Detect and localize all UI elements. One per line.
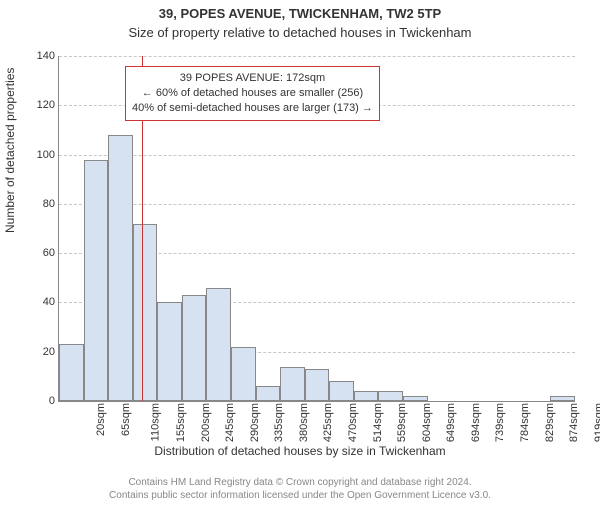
xtick-label: 874sqm [568,403,580,442]
xtick-label: 290sqm [249,403,261,442]
histogram-bar [256,386,281,401]
page-subtitle: Size of property relative to detached ho… [0,25,600,40]
ytick-label: 60 [27,247,55,259]
chart-plot-area: 02040608010012014020sqm65sqm110sqm155sqm… [58,56,575,402]
xtick-label: 200sqm [200,403,212,442]
histogram-bar [354,391,379,401]
xtick-label: 470sqm [347,403,359,442]
xtick-label: 919sqm [593,403,600,442]
histogram-bar [133,224,158,401]
histogram-bar [157,302,182,401]
gridline-h [59,204,575,205]
xtick-label: 784sqm [519,403,531,442]
xtick-label: 20sqm [95,403,107,436]
histogram-bar [305,369,330,401]
histogram-bar [84,160,109,402]
histogram-bar [280,367,305,402]
histogram-bar [231,347,256,401]
footer-line-2: Contains public sector information licen… [0,490,600,503]
gridline-h [59,155,575,156]
x-axis-label: Distribution of detached houses by size … [0,444,600,458]
histogram-bar [329,381,354,401]
xtick-label: 739sqm [495,403,507,442]
xtick-label: 694sqm [470,403,482,442]
xtick-label: 65sqm [120,403,132,436]
ytick-label: 80 [27,198,55,210]
ytick-label: 40 [27,296,55,308]
histogram-bar [550,396,575,401]
xtick-label: 245sqm [224,403,236,442]
ytick-label: 0 [27,395,55,407]
y-axis-label: Number of detached properties [3,68,17,233]
ytick-label: 20 [27,346,55,358]
ytick-label: 140 [27,50,55,62]
histogram-bar [206,288,231,401]
xtick-label: 604sqm [421,403,433,442]
xtick-label: 829sqm [544,403,556,442]
ytick-label: 100 [27,149,55,161]
annotation-line: 40% of semi-detached houses are larger (… [132,101,373,116]
footer-line-1: Contains HM Land Registry data © Crown c… [0,477,600,490]
histogram-bar [108,135,133,401]
xtick-label: 110sqm [150,403,162,441]
xtick-label: 514sqm [372,403,384,442]
xtick-label: 335sqm [273,403,285,442]
annotation-line: 39 POPES AVENUE: 172sqm [132,71,373,86]
xtick-label: 380sqm [298,403,310,442]
ytick-label: 120 [27,99,55,111]
annotation-box: 39 POPES AVENUE: 172sqm← 60% of detached… [125,66,380,121]
annotation-line: ← 60% of detached houses are smaller (25… [132,86,373,101]
gridline-h [59,56,575,57]
histogram-bar [59,344,84,401]
page-title: 39, POPES AVENUE, TWICKENHAM, TW2 5TP [0,6,600,23]
histogram-bar [378,391,403,401]
histogram-bar [403,396,428,401]
footer-attribution: Contains HM Land Registry data © Crown c… [0,477,600,502]
xtick-label: 559sqm [396,403,408,442]
xtick-label: 425sqm [323,403,335,442]
xtick-label: 649sqm [445,403,457,442]
histogram-bar [182,295,207,401]
xtick-label: 155sqm [175,403,187,442]
